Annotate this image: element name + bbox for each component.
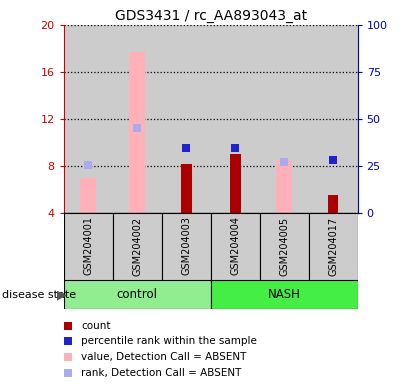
- Text: GSM204004: GSM204004: [230, 217, 240, 275]
- Bar: [162, 213, 211, 280]
- Bar: [309, 25, 358, 213]
- Bar: [64, 25, 113, 213]
- Bar: [64, 280, 210, 309]
- Bar: [328, 195, 339, 213]
- Text: GSM204005: GSM204005: [279, 217, 289, 276]
- Text: value, Detection Call = ABSENT: value, Detection Call = ABSENT: [81, 352, 246, 362]
- Bar: [211, 213, 260, 280]
- Text: rank, Detection Call = ABSENT: rank, Detection Call = ABSENT: [81, 368, 241, 378]
- Bar: [64, 213, 113, 280]
- Title: GDS3431 / rc_AA893043_at: GDS3431 / rc_AA893043_at: [115, 8, 307, 23]
- Bar: [260, 25, 309, 213]
- Text: percentile rank within the sample: percentile rank within the sample: [81, 336, 257, 346]
- Bar: [113, 213, 162, 280]
- Bar: [211, 25, 260, 213]
- Bar: [211, 280, 358, 309]
- Bar: [81, 178, 96, 213]
- Text: disease state: disease state: [2, 290, 76, 300]
- Text: ▶: ▶: [57, 288, 66, 301]
- Bar: [113, 25, 162, 213]
- Bar: [260, 213, 309, 280]
- Text: GSM204001: GSM204001: [83, 217, 93, 275]
- Bar: [309, 213, 358, 280]
- Text: control: control: [117, 288, 158, 301]
- Bar: [276, 160, 292, 213]
- Text: GSM204003: GSM204003: [181, 217, 191, 275]
- Bar: [230, 154, 240, 213]
- Bar: [181, 164, 192, 213]
- Text: GSM204017: GSM204017: [328, 217, 338, 276]
- Text: GSM204002: GSM204002: [132, 217, 142, 276]
- Text: NASH: NASH: [268, 288, 300, 301]
- Bar: [129, 52, 145, 213]
- Text: count: count: [81, 321, 111, 331]
- Bar: [162, 25, 211, 213]
